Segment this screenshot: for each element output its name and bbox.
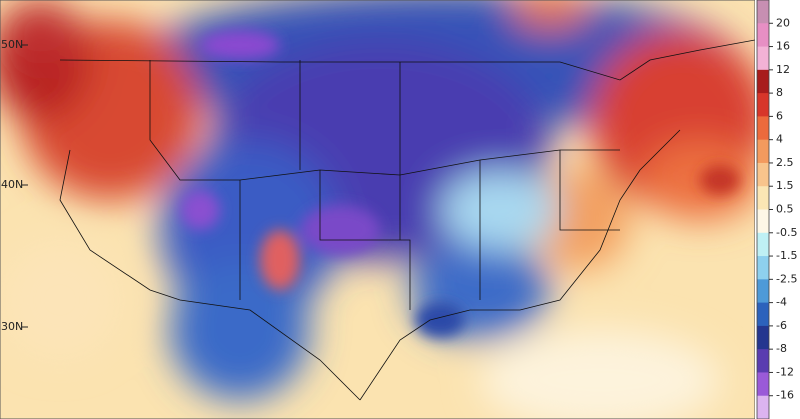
colorbar-cell: [757, 0, 769, 24]
colorbar-cell: [757, 395, 769, 419]
colorbar-label: -2.5: [776, 272, 797, 285]
colorbar-cell: [757, 372, 769, 397]
lat-label: 30N: [1, 320, 23, 333]
colorbar-cell: [757, 279, 769, 304]
lat-label: 40N: [1, 178, 23, 191]
colorbar-label: -8: [776, 342, 787, 355]
colorbar-label: 20: [776, 16, 790, 29]
colorbar-cell: [757, 23, 769, 48]
colorbar-label: 6: [776, 109, 783, 122]
colorbar-cell: [757, 256, 769, 280]
colorbar-cell: [757, 69, 769, 94]
colorbar-cell: [757, 162, 769, 187]
colorbar-cell: [757, 93, 769, 117]
colorbar-label: 12: [776, 63, 790, 76]
colorbar-label: -1.5: [776, 249, 797, 262]
colorbar-label: 4: [776, 133, 783, 146]
colorbar-label: 0.5: [776, 203, 794, 216]
colorbar-cell: [757, 116, 769, 141]
lat-label: 50N: [1, 38, 23, 51]
colorbar-label: -16: [776, 389, 794, 402]
colorbar-cell: [757, 46, 769, 71]
boundaries: [59, 39, 755, 401]
colorbar: 20 16 12 8 6 4 2.5 1.5 0.5 -0.5 -1.5 -2.5 -4 -6 -8 -12 -…: [756, 0, 797, 419]
colorbar-cell: [757, 186, 769, 210]
colorbar-label: 8: [776, 86, 783, 99]
colorbar-label: 16: [776, 40, 790, 53]
anomaly-field: [0, 0, 755, 419]
colorbar-cell: [757, 139, 769, 164]
latitude-labels: 50N 40N 30N: [1, 38, 28, 333]
colorbar-label: 2.5: [776, 156, 794, 169]
colorbar-cell: [757, 209, 769, 234]
colorbar-cell: [757, 349, 769, 373]
colorbar-label: 1.5: [776, 179, 794, 192]
colorbar-cell: [757, 325, 769, 350]
colorbar-label: -0.5: [776, 226, 797, 239]
colorbar-label: -4: [776, 296, 787, 309]
colorbar-cell: [757, 232, 769, 257]
colorbar-label: -6: [776, 319, 787, 332]
colorbar-cell: [757, 302, 769, 327]
colorbar-label: -12: [776, 365, 794, 378]
